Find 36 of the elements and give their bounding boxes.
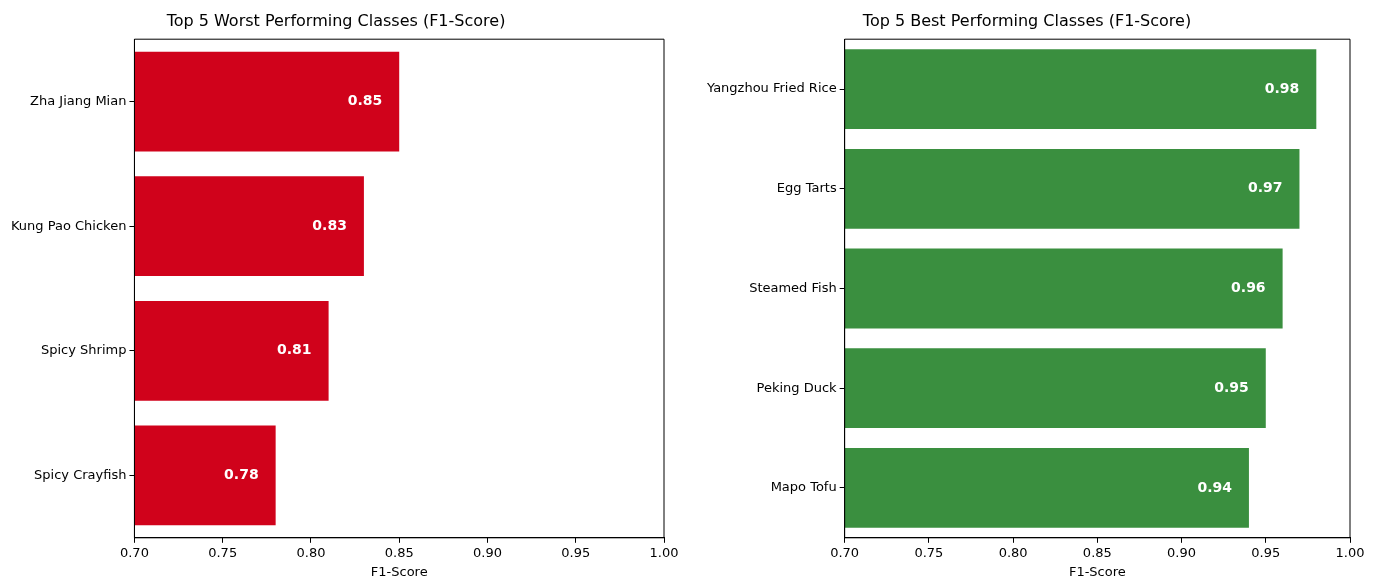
x-tick-label: 0.75 (208, 544, 238, 560)
y-tick-label: Spicy Crayfish (34, 466, 127, 482)
x-tick-label: 0.90 (473, 544, 502, 560)
x-tick-label: 0.80 (998, 544, 1028, 560)
data-label: 0.81 (277, 341, 312, 358)
data-label: 0.94 (1197, 478, 1233, 495)
data-label: 0.98 (1264, 79, 1300, 96)
x-tick-label: 0.90 (1167, 544, 1197, 560)
x-tick-label: 0.85 (384, 544, 414, 560)
chart-title: Top 5 Worst Performing Classes (F1-Score) (165, 10, 506, 30)
y-tick-label: Mapo Tofu (770, 479, 837, 495)
x-tick-label: 0.95 (1251, 544, 1281, 560)
x-tick-label: 0.70 (119, 544, 149, 560)
data-label: 0.97 (1247, 179, 1283, 196)
x-tick-label: 1.00 (649, 544, 679, 560)
x-tick-label: 0.75 (914, 544, 944, 560)
y-tick-label: Kung Pao Chicken (10, 217, 127, 233)
x-axis-title: F1-Score (370, 563, 428, 579)
y-tick-label: Zha Jiang Mian (30, 92, 127, 108)
x-tick-label: 0.70 (830, 544, 860, 560)
data-label: 0.83 (312, 216, 347, 233)
y-tick-label: Peking Duck (756, 379, 838, 395)
data-label: 0.95 (1214, 378, 1249, 395)
x-tick-label: 0.80 (296, 544, 326, 560)
data-label: 0.78 (224, 466, 259, 483)
y-tick-label: Spicy Shrimp (40, 342, 127, 358)
x-axis-title: F1-Score (1068, 563, 1126, 579)
x-tick-label: 0.85 (1082, 544, 1112, 560)
x-tick-label: 0.95 (561, 544, 591, 560)
y-tick-label: Steamed Fish (749, 279, 837, 295)
data-label: 0.96 (1231, 279, 1266, 296)
y-tick-label: Egg Tarts (776, 180, 837, 196)
data-label: 0.85 (347, 92, 383, 109)
chart-title: Top 5 Best Performing Classes (F1-Score) (861, 10, 1192, 30)
x-tick-label: 1.00 (1335, 544, 1365, 560)
y-tick-label: Yangzhou Fried Rice (705, 80, 837, 96)
